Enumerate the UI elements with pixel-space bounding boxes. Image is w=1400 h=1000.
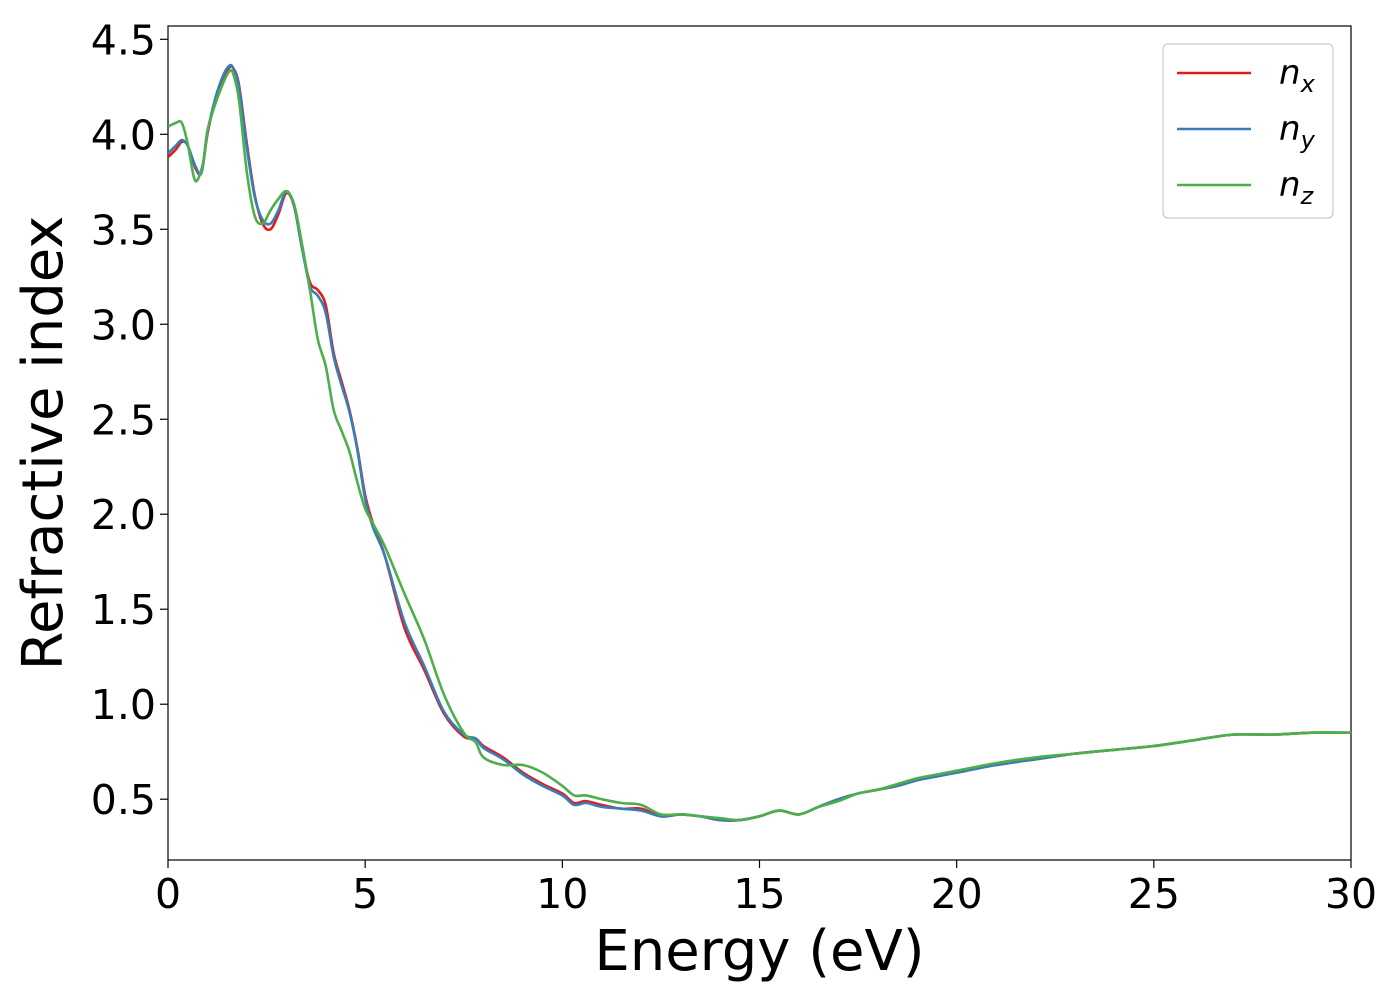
series-layer <box>168 63 1351 822</box>
x-tick-label: 15 <box>733 870 785 918</box>
legend-box <box>1162 43 1334 219</box>
legend-label: ny <box>1279 109 1316 154</box>
y-axis-title: Refractive index <box>11 216 76 671</box>
x-tick-label: 0 <box>155 870 181 918</box>
x-axis: 0 5 10 15 20 25 30 <box>155 860 1377 918</box>
y-tick-label: 2.5 <box>91 396 156 444</box>
y-tick-label: 1.5 <box>91 586 156 634</box>
legend: nx ny nz <box>1162 43 1334 219</box>
legend-label: nz <box>1279 165 1315 210</box>
y-tick-label: 4.5 <box>91 16 156 64</box>
x-axis-title: Energy (eV) <box>594 919 924 984</box>
y-tick-label: 2.0 <box>91 491 156 539</box>
series-line-n-z <box>168 68 1351 822</box>
x-tick-label: 30 <box>1325 870 1377 918</box>
y-tick-label: 3.5 <box>91 206 156 254</box>
plot-area <box>167 25 1352 861</box>
y-tick-label: 0.5 <box>91 776 156 824</box>
x-tick-label: 10 <box>536 870 588 918</box>
x-tick-label: 25 <box>1128 870 1180 918</box>
y-axis: 0.5 1.0 1.5 2.0 2.5 3.0 3.5 4.0 4.5 <box>91 16 168 824</box>
y-tick-label: 3.0 <box>91 301 156 349</box>
y-tick-label: 4.0 <box>91 111 156 159</box>
series-line-n-y <box>168 63 1351 822</box>
x-tick-label: 20 <box>931 870 983 918</box>
x-tick-label: 5 <box>352 870 378 918</box>
legend-label: nx <box>1279 53 1316 98</box>
y-tick-label: 1.0 <box>91 681 156 729</box>
